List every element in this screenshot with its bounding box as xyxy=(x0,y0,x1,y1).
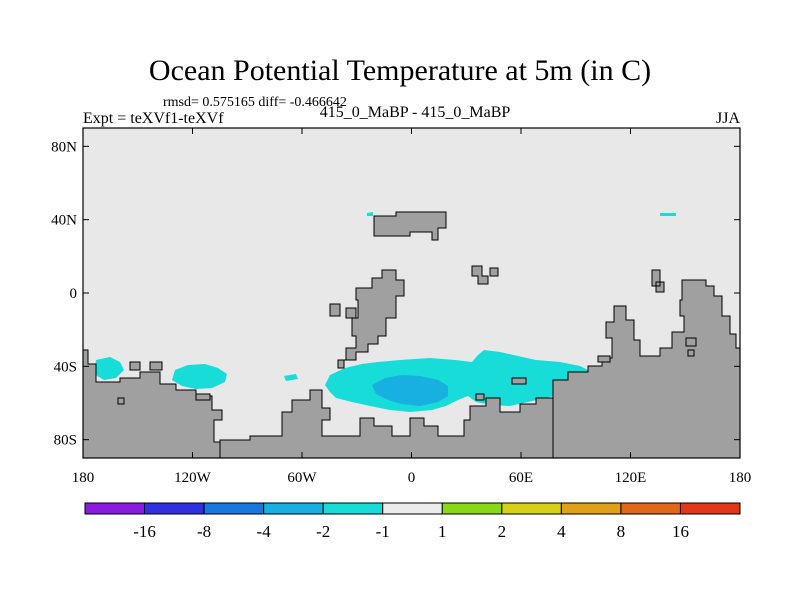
colorbar-level-label: -16 xyxy=(133,522,156,541)
y-tick-label: 80S xyxy=(54,433,77,449)
colorbar-box xyxy=(84,502,146,515)
anomaly-region-west xyxy=(94,357,124,380)
land-layer xyxy=(82,211,741,459)
anomaly-region-core xyxy=(372,375,448,406)
colorbar-box xyxy=(263,502,324,515)
anomaly-region-west2 xyxy=(172,364,227,389)
land-isle-i xyxy=(149,361,163,371)
land-north xyxy=(373,211,447,241)
land-isle-l xyxy=(475,393,485,401)
land-isle-k xyxy=(117,397,125,405)
land-isle-e xyxy=(597,355,611,363)
x-tick-labels: 180 120W 60W 0 60E 120E 180 xyxy=(72,470,752,486)
anomaly-layer xyxy=(94,212,676,412)
land-island-c xyxy=(471,265,489,285)
colorbar-level-label: -2 xyxy=(316,522,330,541)
x-tick-label: 120E xyxy=(615,470,647,486)
colorbar-box xyxy=(560,502,622,515)
colorbar-box xyxy=(382,502,443,515)
anomaly-region-small1 xyxy=(284,374,298,381)
x-tick-label: 120W xyxy=(174,470,212,486)
period-label: 415_0_MaBP - 415_0_MaBP xyxy=(319,104,511,121)
colorbar-level-label: 8 xyxy=(617,522,626,541)
experiment-label: Expt = teXVf1-teXVf xyxy=(83,110,224,127)
plot-title: Ocean Potential Temperature at 5m (in C) xyxy=(148,54,652,87)
x-tick-label: 60W xyxy=(287,470,317,486)
colorbar-level-label: -8 xyxy=(197,522,211,541)
y-tick-labels: 80N 40N 0 40S 80S xyxy=(51,139,77,448)
y-tick-label: 80N xyxy=(51,139,77,155)
colorbar-labels: -16 -8 -4 -2 -1 1 2 4 8 16 xyxy=(133,522,689,541)
anomaly-region-small3 xyxy=(660,213,676,216)
land-west-antarctic xyxy=(82,349,223,459)
axis-ticks xyxy=(82,128,741,458)
y-tick-label: 40N xyxy=(51,213,77,229)
land-small-isle-b xyxy=(345,307,357,319)
colorbar-level-label: -4 xyxy=(257,522,272,541)
x-tick-label: 180 xyxy=(72,470,95,486)
land-south-bottom xyxy=(219,389,554,459)
land-isle-m xyxy=(511,377,527,385)
season-label: JJA xyxy=(715,110,740,127)
land-isle-g xyxy=(687,349,695,357)
land-small-isle-a xyxy=(329,303,341,317)
x-tick-label: 60E xyxy=(509,470,533,486)
colorbar-box xyxy=(441,502,503,515)
y-tick-label: 0 xyxy=(70,286,78,302)
colorbar-level-label: 2 xyxy=(498,522,507,541)
land-island-d xyxy=(489,267,499,277)
colorbar-level-label: -1 xyxy=(376,522,390,541)
anomaly-region-small2 xyxy=(367,212,373,216)
x-tick-label: 180 xyxy=(729,470,752,486)
colorbar-level-label: 4 xyxy=(557,522,566,541)
colorbar-boxes xyxy=(84,502,741,515)
colorbar-box xyxy=(679,502,741,515)
land-isle-f xyxy=(685,337,697,347)
x-tick-label: 0 xyxy=(408,470,416,486)
colorbar-box xyxy=(620,502,681,515)
colorbar-box xyxy=(203,502,265,515)
colorbar-box xyxy=(322,502,384,515)
colorbar-level-label: 1 xyxy=(438,522,447,541)
colorbar-level-label: 16 xyxy=(672,522,689,541)
stats-label: rmsd= 0.575165 diff= -0.466642 xyxy=(163,95,347,110)
y-tick-label: 40S xyxy=(54,359,77,375)
land-central-south xyxy=(337,269,405,369)
land-isle-j xyxy=(195,393,211,401)
land-east-continent xyxy=(552,269,741,459)
land-isle-h xyxy=(129,361,141,371)
colorbar-box xyxy=(501,502,562,515)
colorbar-box xyxy=(144,502,205,515)
